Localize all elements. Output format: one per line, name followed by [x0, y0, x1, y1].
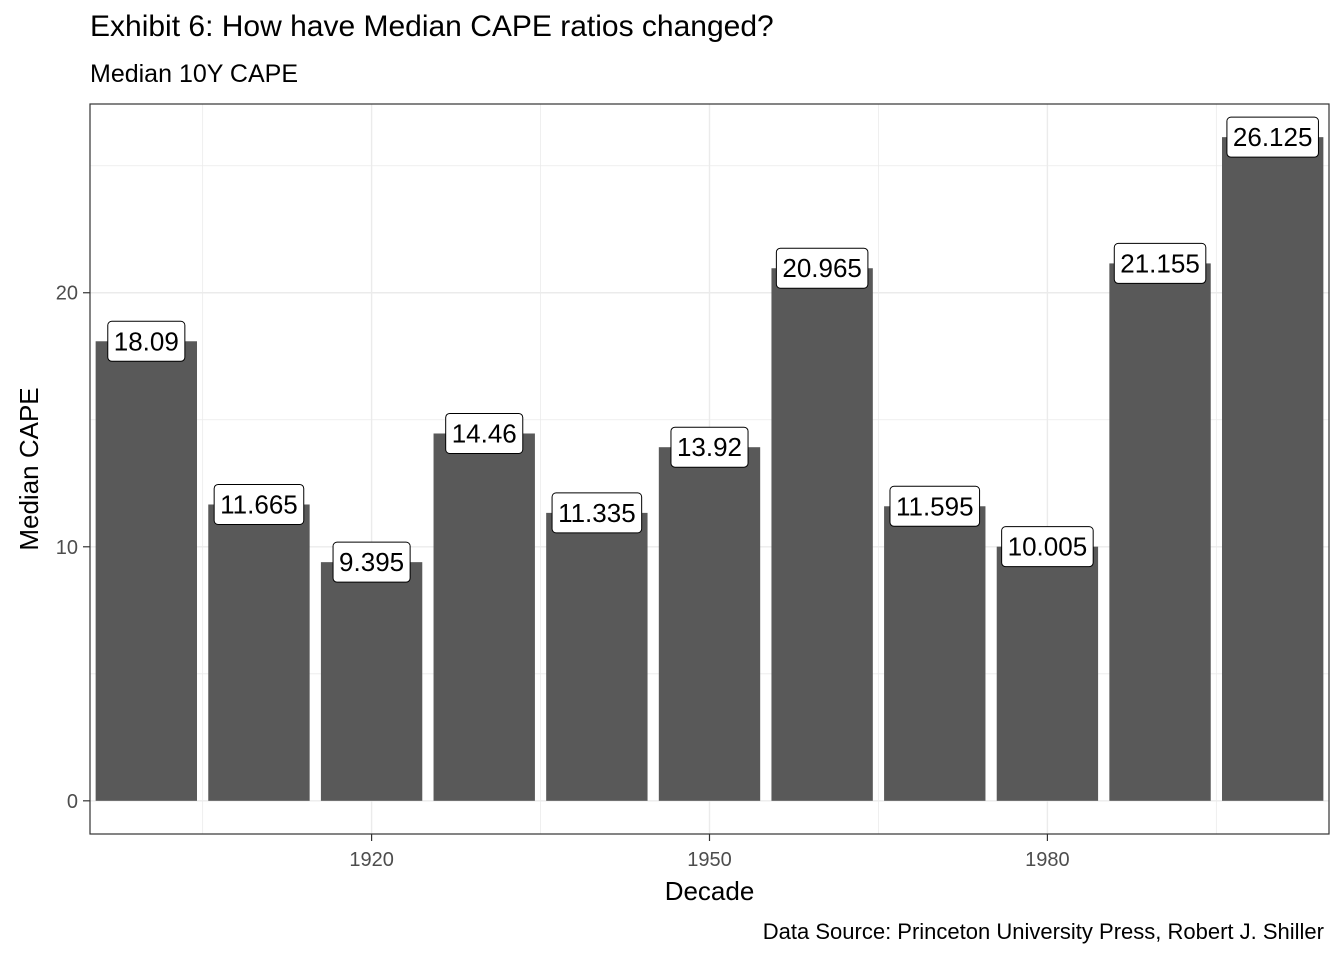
data-source-caption: Data Source: Princeton University Press,…	[762, 919, 1324, 944]
x-axis: 1920 1950 1980	[349, 834, 1070, 871]
data-label-text: 18.09	[114, 326, 179, 356]
y-tick-label: 20	[56, 283, 78, 305]
data-label-1980: 10.005	[1001, 526, 1094, 568]
bar-1990	[1109, 263, 1211, 801]
data-label-text: 10.005	[1008, 532, 1088, 562]
bar-1940	[546, 512, 648, 801]
data-label-box	[445, 412, 524, 454]
bar-1900	[95, 341, 198, 801]
data-label-text: 13.92	[677, 432, 742, 462]
data-label-box	[889, 485, 981, 527]
data-label-box	[775, 247, 869, 289]
data-label-box	[107, 320, 186, 362]
x-tick-label: 1950	[687, 849, 732, 871]
bar-1910	[208, 504, 310, 801]
data-label-text: 14.46	[452, 418, 517, 448]
data-label-box	[332, 541, 411, 583]
x-axis-title: Decade	[665, 876, 755, 906]
bar-1920	[320, 562, 423, 801]
bar-1930	[433, 433, 535, 801]
data-label-text: 11.665	[220, 489, 298, 519]
data-label-1990: 21.155	[1113, 242, 1207, 284]
data-label-box	[1113, 242, 1207, 284]
data-label-box	[1001, 526, 1094, 568]
data-label-1910: 11.665	[213, 483, 305, 525]
data-label-2000: 26.125	[1226, 116, 1319, 158]
bar-1950	[658, 447, 761, 801]
data-label-1970: 11.595	[889, 485, 981, 527]
data-label-box	[1226, 116, 1319, 158]
bar-1980	[996, 546, 1099, 801]
chart-subtitle: Median 10Y CAPE	[90, 60, 298, 88]
bars	[95, 137, 1324, 801]
data-label-1900: 18.09	[107, 320, 186, 362]
data-label-text: 21.155	[1120, 248, 1200, 278]
data-label-box	[213, 483, 305, 525]
data-label-1950: 13.92	[670, 426, 749, 468]
y-tick-label: 0	[67, 791, 78, 813]
data-label-text: 11.595	[896, 491, 974, 521]
data-label-1920: 9.395	[332, 541, 411, 583]
data-label-text: 11.335	[558, 498, 636, 528]
data-label-1960: 20.965	[775, 247, 869, 289]
data-label-1930: 14.46	[445, 412, 524, 454]
bar-1960	[771, 268, 873, 801]
bar-2000	[1221, 137, 1324, 801]
data-label-text: 26.125	[1233, 122, 1313, 152]
x-tick-label: 1980	[1025, 849, 1070, 871]
bar-1970	[884, 506, 986, 801]
data-label-text: 20.965	[782, 253, 862, 283]
data-label-text: 9.395	[339, 547, 404, 577]
chart-title: Exhibit 6: How have Median CAPE ratios c…	[90, 10, 774, 43]
y-axis-title: Median CAPE	[14, 387, 44, 550]
data-labels: 18.09 11.665 9.395 14.46 11.335 13.92 20.965 11…	[107, 116, 1319, 583]
data-label-box	[670, 426, 749, 468]
data-label-1940: 11.335	[551, 492, 643, 534]
y-tick-label: 10	[56, 537, 78, 559]
data-label-box	[551, 492, 643, 534]
y-axis: 0 10 20	[56, 283, 90, 813]
x-tick-label: 1920	[349, 849, 394, 871]
